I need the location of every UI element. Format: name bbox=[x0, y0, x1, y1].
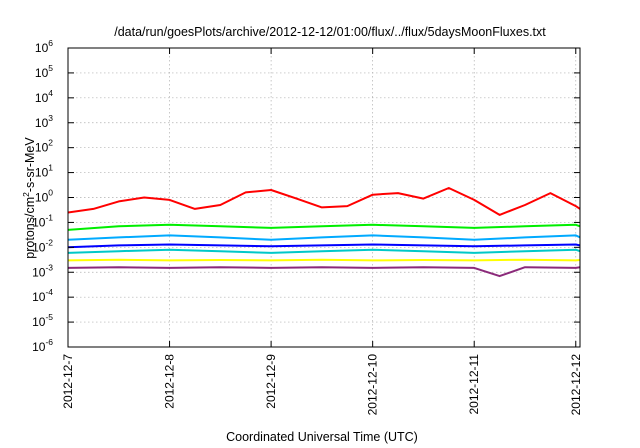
y-tick-base: 10 bbox=[32, 290, 46, 304]
x-axis-label: Coordinated Universal Time (UTC) bbox=[226, 430, 418, 444]
y-tick-exponent: -2 bbox=[45, 237, 53, 247]
y-tick-exponent: -5 bbox=[45, 312, 53, 322]
axes: 10-610-510-410-310-210-11001011021031041… bbox=[32, 38, 583, 415]
y-tick-label: 10-3 bbox=[32, 262, 53, 279]
y-tick-label: 10-1 bbox=[32, 212, 53, 229]
series-line-7 bbox=[68, 266, 580, 278]
y-tick-exponent: 3 bbox=[48, 113, 53, 123]
y-tick-label: 100 bbox=[35, 188, 53, 205]
y-tick-base: 10 bbox=[35, 141, 49, 155]
y-tick-exponent: 4 bbox=[48, 88, 53, 98]
x-tick-label: 2012-12-12 bbox=[569, 354, 583, 416]
y-tick-base: 10 bbox=[32, 340, 46, 354]
y-tick-exponent: -1 bbox=[45, 212, 53, 222]
y-axis-label: protons/cm2-s-sr-MeV bbox=[21, 137, 37, 259]
chart-title: /data/run/goesPlots/archive/2012-12-12/0… bbox=[114, 25, 546, 39]
y-tick-base: 10 bbox=[32, 315, 46, 329]
y-tick-base: 10 bbox=[32, 265, 46, 279]
y-tick-label: 10-2 bbox=[32, 237, 53, 254]
x-tick-label: 2012-12-11 bbox=[467, 354, 481, 415]
y-tick-label: 106 bbox=[35, 38, 53, 55]
x-tick-label: 2012-12-7 bbox=[61, 354, 75, 409]
series-line-4 bbox=[68, 234, 580, 241]
y-tick-exponent: 0 bbox=[48, 188, 53, 198]
y-tick-exponent: 2 bbox=[48, 138, 53, 148]
series-group bbox=[68, 187, 580, 278]
y-tick-base: 10 bbox=[32, 240, 46, 254]
y-axis-label-main: protons/cm bbox=[23, 197, 37, 259]
y-tick-exponent: 1 bbox=[48, 163, 53, 173]
y-tick-label: 101 bbox=[35, 163, 53, 180]
y-tick-base: 10 bbox=[32, 215, 46, 229]
y-tick-base: 10 bbox=[35, 166, 49, 180]
y-tick-exponent: 5 bbox=[48, 63, 53, 73]
series-line-6 bbox=[68, 258, 580, 262]
series-line-3 bbox=[68, 243, 580, 249]
x-tick-label: 2012-12-10 bbox=[366, 354, 380, 416]
series-line-1 bbox=[68, 187, 580, 216]
y-tick-exponent: -4 bbox=[45, 287, 53, 297]
x-tick-label: 2012-12-8 bbox=[163, 354, 177, 409]
y-tick-base: 10 bbox=[35, 191, 49, 205]
series-line-2 bbox=[68, 223, 580, 231]
y-tick-base: 10 bbox=[35, 91, 49, 105]
y-tick-label: 10-5 bbox=[32, 312, 53, 329]
y-tick-label: 10-4 bbox=[32, 287, 53, 304]
y-tick-exponent: -6 bbox=[45, 337, 53, 347]
y-tick-label: 105 bbox=[35, 63, 53, 80]
y-tick-base: 10 bbox=[35, 116, 49, 130]
y-tick-base: 10 bbox=[35, 66, 49, 80]
y-axis-label-superscript: 2 bbox=[21, 192, 31, 197]
y-tick-label: 10-6 bbox=[32, 337, 53, 354]
y-tick-label: 102 bbox=[35, 138, 53, 155]
y-tick-label: 103 bbox=[35, 113, 53, 130]
y-tick-exponent: -3 bbox=[45, 262, 53, 272]
y-tick-label: 104 bbox=[35, 88, 53, 105]
series-line-5 bbox=[68, 248, 580, 254]
x-tick-label: 2012-12-9 bbox=[264, 354, 278, 409]
y-tick-base: 10 bbox=[35, 41, 49, 55]
y-tick-exponent: 6 bbox=[48, 38, 53, 48]
y-axis-label-units: -s-sr-MeV bbox=[23, 137, 37, 193]
